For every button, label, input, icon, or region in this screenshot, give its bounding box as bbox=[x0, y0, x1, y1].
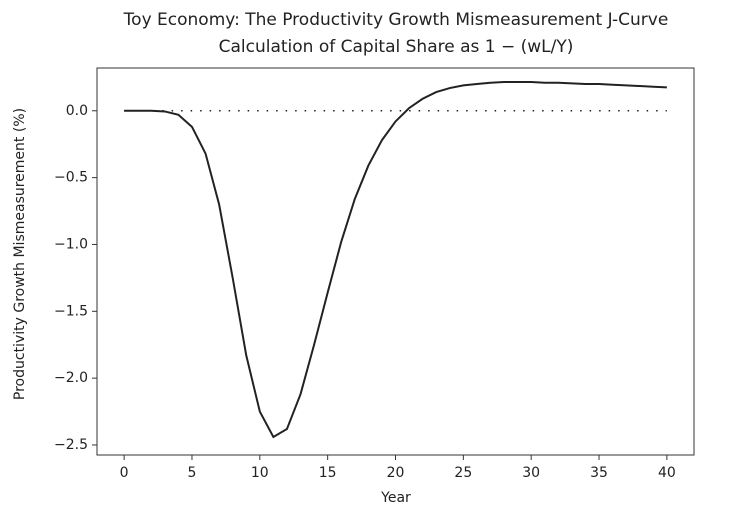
x-tick-label: 25 bbox=[454, 465, 472, 481]
x-tick-label: 40 bbox=[658, 465, 676, 481]
x-tick-label: 35 bbox=[590, 465, 608, 481]
y-tick-label: −0.5 bbox=[54, 170, 88, 186]
line-series bbox=[124, 81, 667, 439]
y-tick-label: −1.5 bbox=[54, 303, 88, 319]
y-tick-label: −2.0 bbox=[54, 370, 88, 386]
chart-subtitle: Calculation of Capital Share as 1 − (wL/… bbox=[219, 37, 574, 57]
plot-frame bbox=[96, 67, 695, 456]
x-tick-label: 0 bbox=[120, 465, 129, 481]
x-tick-label: 20 bbox=[387, 465, 405, 481]
y-tick-label: −1.0 bbox=[54, 236, 88, 252]
y-axis-label: Productivity Growth Mismeasurement (%) bbox=[12, 108, 28, 400]
x-tick-label: 10 bbox=[251, 465, 269, 481]
y-tick-label: −2.5 bbox=[54, 437, 88, 453]
x-tick-label: 30 bbox=[522, 465, 540, 481]
x-tick-label: 5 bbox=[188, 465, 197, 481]
x-tick-label: 15 bbox=[319, 465, 337, 481]
x-axis-label: Year bbox=[380, 490, 411, 506]
y-tick-label: 0.0 bbox=[66, 103, 88, 119]
chart-title: Toy Economy: The Productivity Growth Mis… bbox=[123, 10, 669, 30]
